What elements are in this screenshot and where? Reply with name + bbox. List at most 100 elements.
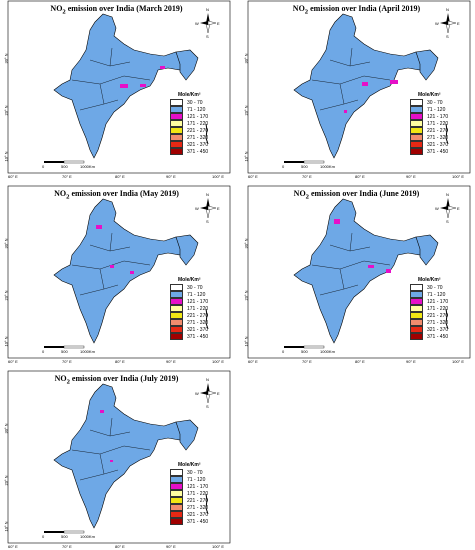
panel-title: NO2 emission over India (April 2019) — [240, 4, 473, 16]
map-frame — [7, 185, 231, 359]
legend-title: Mole/Km² — [178, 462, 201, 468]
lat-tick-label: 10° N — [3, 151, 9, 162]
legend-label: 171 - 220 — [427, 120, 449, 127]
legend-label: 371 - 450 — [427, 333, 449, 340]
north-arrow-icon: N S W E — [435, 192, 460, 224]
lon-tick-label: 70° E — [62, 359, 72, 364]
map-frame — [247, 0, 471, 174]
legend-swatch — [410, 326, 423, 333]
lon-tick-label: 80° E — [355, 174, 365, 179]
legend-label: 321 - 370 — [427, 141, 449, 148]
lat-tick-label: 30° N — [243, 238, 249, 249]
legend-swatch — [410, 312, 423, 319]
hotspot-group — [120, 66, 165, 88]
hotspot — [140, 84, 146, 87]
title-pre: NO — [50, 4, 63, 13]
legend-item: 221 - 270 — [170, 127, 208, 134]
legend-item: 271 - 320 — [170, 504, 208, 511]
lon-tick-label: 70° E — [62, 174, 72, 179]
title-sub: 2 — [66, 193, 70, 201]
lon-tick-label: 60° E — [8, 359, 18, 364]
panel-title: NO2 emission over India (May 2019) — [0, 189, 233, 201]
legend-swatch — [170, 291, 183, 298]
legend-item: 71 - 120 — [410, 106, 448, 113]
legend-swatch — [410, 291, 423, 298]
india-outline — [293, 198, 425, 344]
legend-label: 171 - 220 — [187, 490, 209, 497]
legend-swatch — [170, 326, 183, 333]
lat-tick-label: 20° N — [3, 475, 9, 486]
title-sub: 2 — [304, 8, 309, 16]
legend-label: 121 - 170 — [427, 113, 449, 120]
legend-item: 271 - 320 — [410, 319, 448, 326]
lon-tick-label: 60° E — [248, 174, 258, 179]
legend-swatch — [410, 148, 423, 155]
lat-tick-label: 30° N — [3, 238, 9, 249]
legend-swatch — [170, 106, 183, 113]
legend-swatch — [170, 518, 183, 525]
legend-label: 30 - 70 — [187, 99, 203, 106]
lon-tick-label: 90° E — [406, 359, 416, 364]
lon-tick-label: 70° E — [302, 174, 312, 179]
legend-item: 171 - 220 — [170, 305, 208, 312]
lat-tick-label: 10° N — [3, 521, 9, 532]
map-panel-june: NO2 emission over India (June 2019) N S … — [240, 185, 473, 365]
lon-tick-label: 60° E — [248, 359, 258, 364]
hotspot-group — [96, 225, 134, 274]
legend-swatch — [170, 333, 183, 340]
legend-item: 221 - 270 — [170, 312, 208, 319]
lat-tick-label: 30° N — [3, 423, 9, 434]
lat-tick-label: 30° N — [3, 53, 9, 64]
lon-tick-label: 100° E — [212, 359, 225, 364]
legend-label: 71 - 120 — [187, 291, 206, 298]
legend-item: 371 - 450 — [170, 333, 208, 340]
legend-swatch — [170, 504, 183, 511]
legend-swatch — [170, 120, 183, 127]
title-post: emission over India (March 2019) — [65, 4, 183, 13]
legend-label: 371 - 450 — [187, 148, 209, 155]
lon-tick-label: 70° E — [62, 544, 72, 549]
legend-swatch — [170, 134, 183, 141]
legend-item: 371 - 450 — [170, 148, 208, 155]
legend-item: 321 - 370 — [410, 326, 448, 333]
legend-item: 71 - 120 — [170, 291, 208, 298]
lon-tick-label: 80° E — [355, 359, 365, 364]
legend-label: 221 - 270 — [187, 127, 209, 134]
legend-item: 121 - 170 — [170, 298, 208, 305]
lon-tick-label: 60° E — [8, 544, 18, 549]
legend-label: 371 - 450 — [427, 148, 449, 155]
lon-tick-label: 100° E — [452, 359, 465, 364]
legend-label: 321 - 370 — [187, 326, 209, 333]
legend-item: 221 - 270 — [410, 312, 448, 319]
hotspot — [334, 219, 340, 224]
legend-swatch — [170, 284, 183, 291]
lon-tick-label: 90° E — [406, 174, 416, 179]
hotspot-group — [100, 410, 113, 462]
legend-label: 221 - 270 — [427, 127, 449, 134]
lat-tick-label: 20° N — [243, 105, 249, 116]
lat-tick-label: 20° N — [243, 290, 249, 301]
india-outline — [53, 198, 185, 344]
lon-tick-label: 80° E — [115, 174, 125, 179]
legend-item: 121 - 170 — [170, 113, 208, 120]
legend-label: 221 - 270 — [187, 497, 209, 504]
legend-item: 30 - 70 — [410, 284, 448, 291]
legend-swatch — [170, 511, 183, 518]
legend-label: 30 - 70 — [187, 469, 203, 476]
legend-item: 171 - 220 — [170, 490, 208, 497]
legend-swatch — [170, 319, 183, 326]
title-pre: NO — [292, 4, 305, 13]
legend: Mole/Km² 30 - 70 71 - 120 121 - 170 171 - 2… — [170, 92, 208, 155]
legend-label: 271 - 320 — [187, 504, 209, 511]
legend-swatch — [410, 134, 423, 141]
legend-swatch — [170, 469, 183, 476]
legend-label: 121 - 170 — [187, 298, 209, 305]
hotspot — [110, 460, 113, 462]
legend-item: 171 - 220 — [170, 120, 208, 127]
legend-label: 271 - 320 — [187, 134, 209, 141]
legend-item: 171 - 220 — [410, 305, 448, 312]
legend-label: 221 - 270 — [427, 312, 449, 319]
legend-item: 221 - 270 — [410, 127, 448, 134]
legend-label: 171 - 220 — [187, 305, 209, 312]
legend-title: Mole/Km² — [418, 277, 441, 283]
